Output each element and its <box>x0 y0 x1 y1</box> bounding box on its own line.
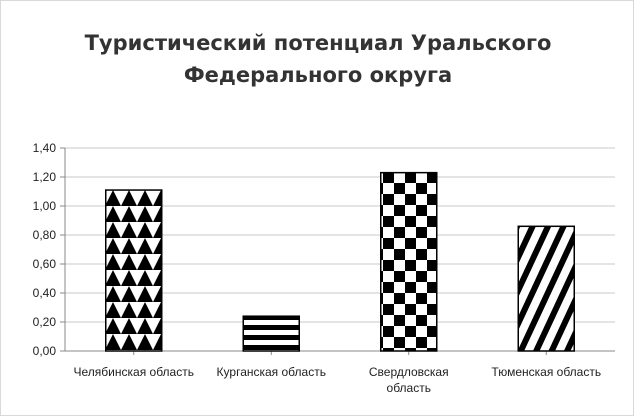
bar <box>517 225 575 352</box>
y-tick-label: 0,20 <box>33 315 57 329</box>
y-tick-label: 1,00 <box>33 199 57 213</box>
bar <box>380 171 438 352</box>
x-category-label: Тюменская область <box>491 365 601 379</box>
y-tick-label: 0,40 <box>33 286 57 300</box>
chart-title-line-1: Туристический потенциал Уральского <box>84 31 552 55</box>
bar <box>242 315 300 352</box>
x-category-label: Курганская область <box>217 365 326 379</box>
x-category-label: Свердловская <box>369 365 449 379</box>
x-category-label: область <box>387 381 431 395</box>
x-category-label: Челябинская область <box>74 365 194 379</box>
y-tick-label: 0,80 <box>33 228 57 242</box>
y-tick-label: 1,20 <box>33 170 57 184</box>
bar <box>105 189 163 352</box>
chart-title-line-2: Федерального округа <box>183 63 453 87</box>
y-tick-label: 1,40 <box>33 141 57 155</box>
y-tick-label: 0,60 <box>33 257 57 271</box>
bars <box>105 171 575 352</box>
y-tick-label: 0,00 <box>33 344 57 358</box>
axis-labels: 0,00 0,20 0,40 0,60 0,80 1,00 1,20 1,40 Челябинс… <box>33 141 601 395</box>
